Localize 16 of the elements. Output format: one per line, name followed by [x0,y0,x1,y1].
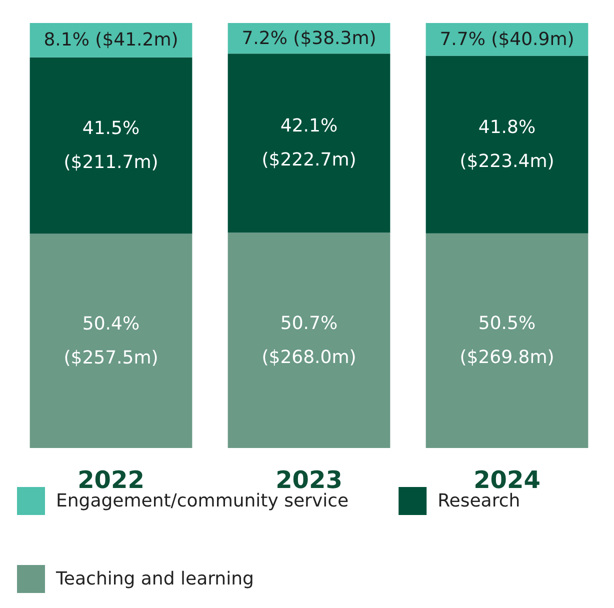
data-label: 50.4% ($257.5m) [64,313,158,368]
bar [30,234,192,448]
bar [30,57,192,234]
data-label: 50.5% ($269.8m) [460,313,554,368]
data-label: 8.1% ($41.2m) [44,30,178,51]
data-label: 42.1% ($222.7m) [262,116,356,171]
data-label: 50.7% ($268.0m) [262,312,356,368]
data-label: 41.5% ($211.7m) [64,118,158,174]
bar [426,233,588,448]
data-label: 7.7% ($40.9m) [440,28,574,50]
bar [228,54,390,233]
data-label: 7.2% ($38.3m) [242,28,376,49]
data-label: 41.8% ($223.4m) [460,117,554,172]
bar [426,56,588,234]
bar [228,232,390,448]
legend-label: Teaching and learning [55,568,254,590]
